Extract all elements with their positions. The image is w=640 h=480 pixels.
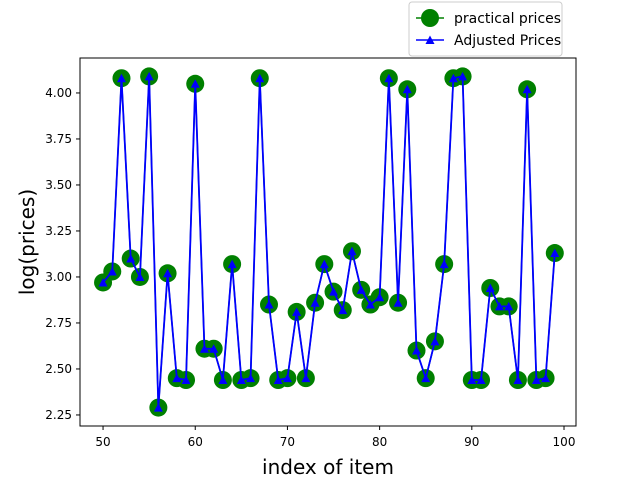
y-tick-label: 3.50: [45, 178, 72, 192]
x-axis-ticks: 50 60 70 80 90 100: [95, 426, 575, 449]
data-point-adjusted: [255, 73, 265, 83]
y-tick-label: 4.00: [45, 86, 72, 100]
data-point-adjusted: [384, 73, 394, 83]
legend-marker-adjusted: [425, 35, 435, 44]
data-point-adjusted: [485, 283, 495, 292]
x-tick-label: 50: [95, 435, 110, 449]
data-point-adjusted: [227, 259, 237, 269]
data-point-adjusted: [172, 373, 182, 383]
legend-label-practical: practical prices: [454, 11, 561, 27]
data-point-adjusted: [135, 272, 145, 281]
data-point-adjusted: [541, 373, 551, 383]
data-point-adjusted: [236, 375, 246, 384]
y-tick-label: 2.75: [45, 316, 72, 330]
y-axis-label: log(prices): [15, 189, 39, 295]
legend-marker-practical: [421, 9, 439, 27]
data-point-adjusted: [218, 375, 228, 384]
y-tick-label: 3.25: [45, 224, 72, 238]
data-point-adjusted: [421, 373, 431, 383]
data-point-adjusted: [181, 375, 191, 384]
y-axis-ticks: 2.25 2.50 2.75 3.00 3.25 3.50 3.75 4.00: [45, 86, 80, 422]
data-point-adjusted: [209, 344, 219, 353]
data-point-adjusted: [458, 71, 468, 81]
data-point-adjusted: [550, 248, 560, 258]
data-point-adjusted: [522, 84, 532, 94]
data-point-adjusted: [494, 301, 504, 311]
series-layer: [94, 67, 564, 417]
x-tick-label: 60: [188, 435, 203, 449]
y-tick-label: 2.25: [45, 408, 72, 422]
data-point-adjusted: [338, 305, 348, 315]
data-point-adjusted: [282, 373, 292, 383]
data-point-adjusted: [513, 375, 523, 384]
y-tick-label: 3.75: [45, 132, 72, 146]
data-point-adjusted: [301, 373, 311, 383]
y-tick-label: 2.50: [45, 362, 72, 376]
data-point-adjusted: [153, 403, 163, 412]
plot-area: [80, 58, 576, 426]
x-axis-label: index of item: [262, 455, 394, 479]
data-point-adjusted: [439, 259, 449, 269]
data-point-adjusted: [356, 285, 366, 294]
data-point-adjusted: [292, 307, 302, 316]
data-point-adjusted: [116, 73, 126, 83]
plot-frame: [79, 57, 577, 427]
data-point-adjusted: [310, 298, 320, 307]
y-tick-label: 3.00: [45, 270, 72, 284]
data-point-adjusted: [347, 246, 357, 256]
legend-box: [408, 1, 563, 57]
x-tick-label: 90: [464, 435, 479, 449]
data-point-adjusted: [190, 79, 200, 88]
data-point-adjusted: [163, 268, 173, 278]
data-point-adjusted: [144, 71, 154, 81]
data-point-adjusted: [98, 277, 108, 287]
data-point-adjusted: [199, 344, 209, 353]
data-point-adjusted: [329, 287, 339, 296]
data-point-adjusted: [467, 375, 477, 384]
data-point-adjusted: [430, 336, 440, 346]
data-point-adjusted: [246, 373, 256, 383]
data-point-adjusted: [412, 346, 422, 355]
x-tick-label: 100: [553, 435, 576, 449]
data-point-adjusted: [107, 266, 117, 276]
legend: practical prices Adjusted Prices: [408, 1, 563, 57]
legend-label-adjusted: Adjusted Prices: [454, 33, 561, 49]
x-tick-label: 70: [280, 435, 295, 449]
x-tick-label: 80: [372, 435, 387, 449]
data-point-adjusted: [393, 298, 403, 307]
data-point-adjusted: [126, 254, 136, 263]
data-point-adjusted: [531, 375, 541, 384]
data-point-adjusted: [273, 375, 283, 384]
data-point-adjusted: [476, 375, 486, 384]
data-point-adjusted: [504, 301, 514, 311]
data-point-adjusted: [365, 300, 375, 309]
data-point-adjusted: [375, 292, 385, 302]
data-point-adjusted: [264, 300, 274, 309]
data-point-adjusted: [448, 73, 458, 83]
data-point-adjusted: [319, 259, 329, 269]
data-point-adjusted: [402, 84, 412, 94]
